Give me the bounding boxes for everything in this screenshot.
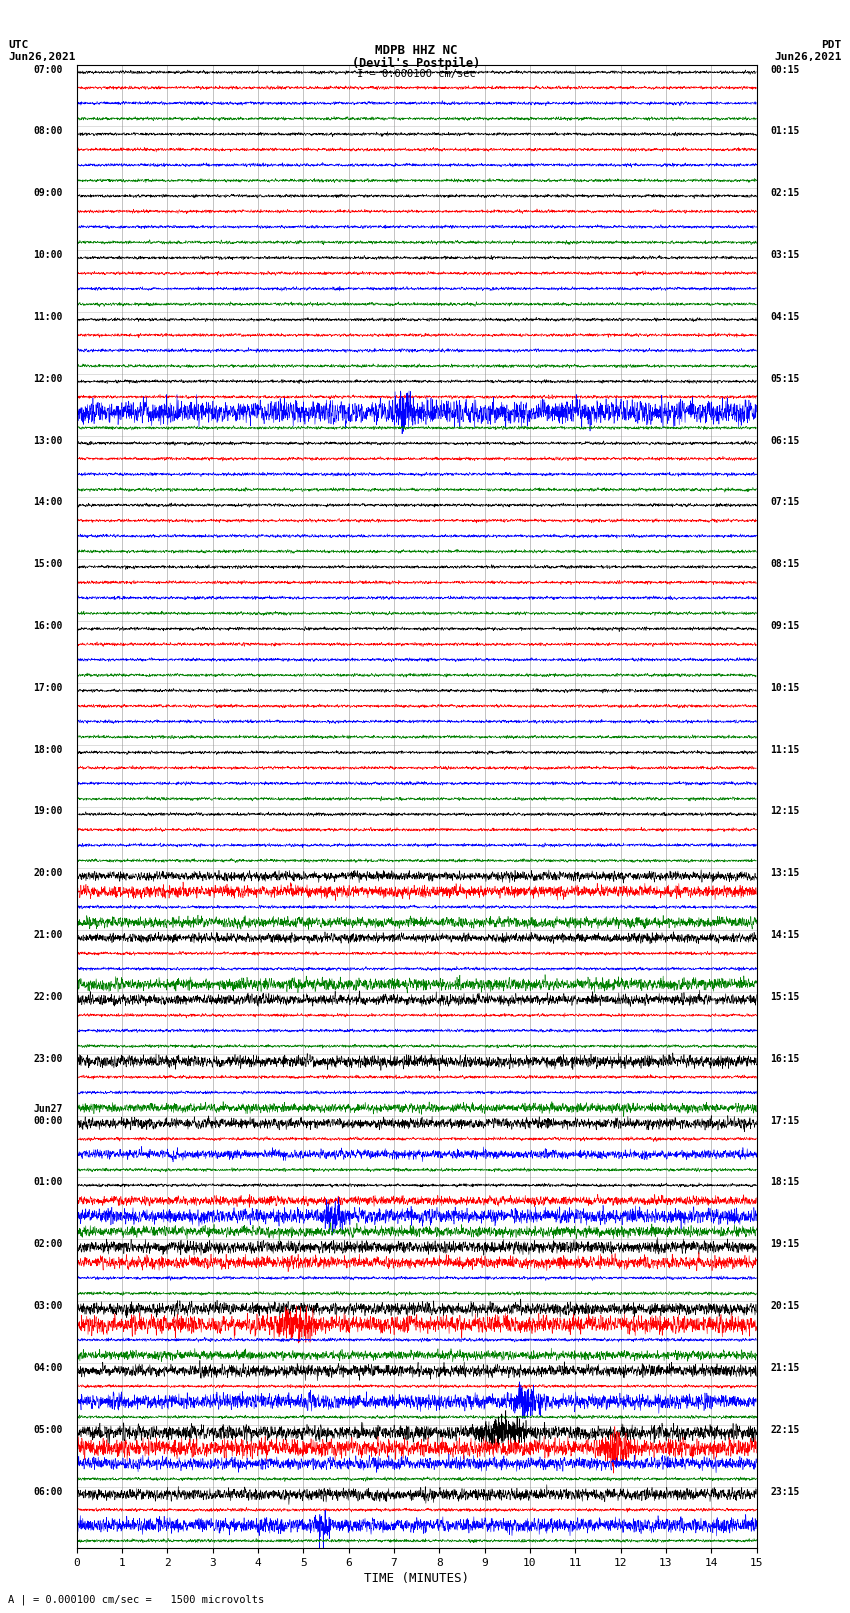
Text: 04:15: 04:15 xyxy=(770,311,800,323)
Text: 07:15: 07:15 xyxy=(770,497,800,508)
Text: 20:00: 20:00 xyxy=(33,868,63,879)
Text: 17:15: 17:15 xyxy=(770,1116,800,1126)
Text: 01:15: 01:15 xyxy=(770,126,800,137)
Text: 09:00: 09:00 xyxy=(33,189,63,198)
Text: 05:15: 05:15 xyxy=(770,374,800,384)
Text: 23:00: 23:00 xyxy=(33,1053,63,1065)
Text: Jun26,2021: Jun26,2021 xyxy=(774,52,842,61)
X-axis label: TIME (MINUTES): TIME (MINUTES) xyxy=(364,1573,469,1586)
Text: I = 0.000100 cm/sec: I = 0.000100 cm/sec xyxy=(357,69,476,79)
Text: 13:15: 13:15 xyxy=(770,868,800,879)
Text: 08:15: 08:15 xyxy=(770,560,800,569)
Text: 21:15: 21:15 xyxy=(770,1363,800,1373)
Text: PDT: PDT xyxy=(821,40,842,50)
Text: 11:15: 11:15 xyxy=(770,745,800,755)
Text: 12:15: 12:15 xyxy=(770,806,800,816)
Text: 02:00: 02:00 xyxy=(33,1239,63,1250)
Text: 10:00: 10:00 xyxy=(33,250,63,260)
Text: 22:15: 22:15 xyxy=(770,1424,800,1436)
Text: A | = 0.000100 cm/sec =   1500 microvolts: A | = 0.000100 cm/sec = 1500 microvolts xyxy=(8,1594,264,1605)
Text: 16:00: 16:00 xyxy=(33,621,63,631)
Text: 06:00: 06:00 xyxy=(33,1487,63,1497)
Text: 17:00: 17:00 xyxy=(33,682,63,694)
Text: 01:00: 01:00 xyxy=(33,1177,63,1187)
Text: 05:00: 05:00 xyxy=(33,1424,63,1436)
Text: 06:15: 06:15 xyxy=(770,436,800,445)
Text: 04:00: 04:00 xyxy=(33,1363,63,1373)
Text: 15:00: 15:00 xyxy=(33,560,63,569)
Text: 11:00: 11:00 xyxy=(33,311,63,323)
Text: 14:00: 14:00 xyxy=(33,497,63,508)
Text: 10:15: 10:15 xyxy=(770,682,800,694)
Text: 20:15: 20:15 xyxy=(770,1302,800,1311)
Text: 09:15: 09:15 xyxy=(770,621,800,631)
Text: 03:00: 03:00 xyxy=(33,1302,63,1311)
Text: 08:00: 08:00 xyxy=(33,126,63,137)
Text: Jun27: Jun27 xyxy=(33,1105,63,1115)
Text: 18:15: 18:15 xyxy=(770,1177,800,1187)
Text: 00:00: 00:00 xyxy=(33,1116,63,1126)
Text: 12:00: 12:00 xyxy=(33,374,63,384)
Text: 19:00: 19:00 xyxy=(33,806,63,816)
Text: 21:00: 21:00 xyxy=(33,931,63,940)
Text: 00:15: 00:15 xyxy=(770,65,800,74)
Text: UTC: UTC xyxy=(8,40,29,50)
Text: 16:15: 16:15 xyxy=(770,1053,800,1065)
Text: (Devil's Postpile): (Devil's Postpile) xyxy=(353,56,480,69)
Text: 22:00: 22:00 xyxy=(33,992,63,1002)
Text: 23:15: 23:15 xyxy=(770,1487,800,1497)
Text: 19:15: 19:15 xyxy=(770,1239,800,1250)
Text: MDPB HHZ NC: MDPB HHZ NC xyxy=(375,44,458,56)
Text: 03:15: 03:15 xyxy=(770,250,800,260)
Text: 02:15: 02:15 xyxy=(770,189,800,198)
Text: Jun26,2021: Jun26,2021 xyxy=(8,52,76,61)
Text: 07:00: 07:00 xyxy=(33,65,63,74)
Text: 18:00: 18:00 xyxy=(33,745,63,755)
Text: 15:15: 15:15 xyxy=(770,992,800,1002)
Text: 14:15: 14:15 xyxy=(770,931,800,940)
Text: 13:00: 13:00 xyxy=(33,436,63,445)
